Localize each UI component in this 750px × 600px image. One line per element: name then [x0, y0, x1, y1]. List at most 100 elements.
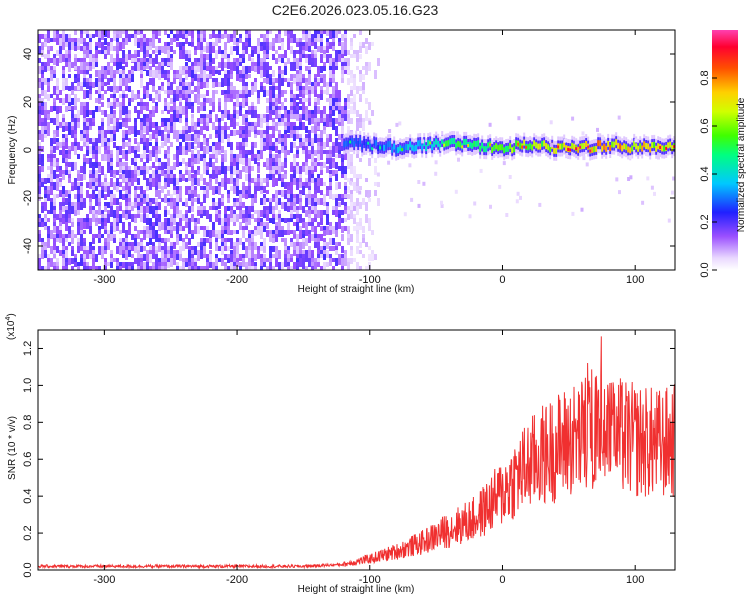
spectrogram-noise-cell: [182, 94, 185, 100]
spectrogram-noise-cell: [62, 122, 65, 126]
spectrogram-noise-cell: [164, 138, 167, 146]
spectrogram-noise-cell: [269, 250, 272, 257]
spectrogram-noise-cell: [209, 218, 212, 222]
spectrogram-noise-cell: [152, 50, 155, 54]
spectrogram-noise-cell: [275, 162, 278, 167]
spectrogram-noise-cell: [65, 62, 68, 67]
spectrogram-noise-cell: [140, 254, 143, 259]
spectrogram-noise-cell: [77, 174, 80, 181]
spectrogram-noise-cell: [107, 130, 110, 134]
spectrogram-noise-cell: [83, 42, 86, 48]
spectrogram-noise-cell: [140, 170, 143, 175]
spectrogram-noise-cell: [293, 166, 296, 173]
spectrogram-signal-core: [397, 147, 400, 153]
spectrogram-noise-cell: [200, 106, 203, 111]
spectrogram-noise-cell: [332, 42, 335, 47]
spectrogram-signal-core: [647, 143, 650, 150]
spectrogram-noise-cell: [359, 86, 362, 91]
spectrogram-noise-cell: [197, 266, 200, 270]
spectrogram-noise-cell: [101, 94, 104, 100]
spectrogram-noise-cell: [320, 94, 323, 100]
spectrogram-noise-cell: [74, 138, 77, 142]
spectrogram-noise-cell: [167, 226, 170, 233]
spectrogram-noise-cell: [203, 118, 206, 122]
spectrogram-noise-cell: [44, 242, 47, 247]
spectrogram-noise-cell: [170, 166, 173, 172]
spectrogram-noise-cell: [122, 246, 125, 253]
spectrogram-noise-cell: [197, 166, 200, 170]
spectrogram-noise-cell: [170, 106, 173, 112]
spectrogram-noise-cell: [74, 42, 77, 48]
spectrogram-noise-cell: [284, 114, 287, 120]
spectrogram-noise-cell: [176, 94, 179, 101]
spectrogram-noise-cell: [125, 182, 128, 191]
spectrogram-noise-cell: [245, 134, 248, 139]
spectrogram-noise-cell: [104, 242, 107, 249]
spectrogram-noise-cell: [362, 66, 365, 70]
spectrogram-noise-cell: [263, 50, 266, 54]
spectrogram-noise-cell: [218, 82, 221, 87]
spectrogram-noise-cell: [191, 158, 194, 164]
spectrogram-noise-cell: [86, 110, 89, 117]
spectrogram-noise-cell: [251, 214, 254, 219]
spectrogram-noise-cell: [149, 118, 152, 124]
spectrogram-noise-cell: [260, 198, 263, 205]
spectrogram-noise-cell: [266, 182, 269, 187]
spectrogram-noise-cell: [326, 46, 329, 53]
spectrogram-noise-cell: [290, 62, 293, 71]
spectrogram-noise-cell: [317, 70, 320, 77]
spectrogram-noise-cell: [278, 158, 281, 164]
spectrogram-noise-cell: [374, 166, 377, 175]
spectrogram-noise-cell: [287, 134, 290, 138]
spectrogram-noise-cell: [203, 266, 206, 270]
spectrogram-noise-cell: [116, 50, 119, 56]
spectrogram-noise-cell: [227, 238, 230, 242]
spectrogram-noise-cell: [101, 66, 104, 75]
spectrogram-noise-cell: [209, 134, 212, 139]
spectrogram-noise-cell: [305, 166, 308, 175]
spectrogram-noise-cell: [182, 50, 185, 56]
spectrogram-noise-cell: [164, 238, 167, 243]
spectrogram-signal-core: [623, 143, 626, 150]
spectrogram-noise-cell: [224, 90, 227, 94]
spectrogram-noise-cell: [356, 246, 359, 254]
spectrogram-noise-cell: [194, 266, 197, 270]
spectrogram-noise-cell: [164, 182, 167, 189]
spectrogram-noise-cell: [167, 90, 170, 96]
spectrogram-noise-cell: [155, 154, 158, 162]
spectrogram-noise-cell: [116, 122, 119, 127]
spectrogram-noise-cell: [248, 206, 251, 212]
spectrogram-noise-cell: [104, 202, 107, 206]
spectrogram-noise-cell: [329, 262, 332, 266]
spectrogram-noise-cell: [143, 194, 146, 201]
spectrogram-noise-cell: [278, 226, 281, 232]
spectrogram-noise-cell: [194, 246, 197, 255]
spectrogram-noise-cell: [140, 34, 143, 41]
spectrogram-noise-cell: [341, 118, 344, 127]
spectrogram-noise-cell: [179, 114, 182, 120]
spectrogram-noise-cell: [179, 198, 182, 202]
spectrogram-noise-cell: [152, 62, 155, 67]
spectrogram-noise-cell: [200, 130, 203, 135]
spectrogram-noise-cell: [149, 254, 152, 263]
spectrogram-noise-cell: [359, 202, 362, 209]
spectrogram-noise-cell: [263, 62, 266, 71]
spectrogram-noise-cell: [116, 118, 119, 123]
spectrogram-noise-cell: [119, 30, 122, 38]
spectrogram-noise-cell: [98, 266, 101, 270]
spectrogram-noise-cell: [149, 238, 152, 245]
spectrogram-noise-cell: [329, 238, 332, 245]
spectrogram-noise-cell: [296, 50, 299, 54]
spectrogram-noise-cell: [167, 198, 170, 205]
spectrogram-noise-cell: [350, 246, 353, 252]
spectrogram-noise-cell: [266, 206, 269, 210]
spectrogram-noise-cell: [230, 46, 233, 55]
spectrogram-noise-cell: [89, 250, 92, 254]
spectrogram-noise-cell: [86, 150, 89, 156]
spectrogram-noise-cell: [59, 178, 62, 185]
spectrogram-noise-cell: [332, 122, 335, 130]
spectrogram-noise-cell: [332, 98, 335, 107]
spectrogram-noise-cell: [305, 254, 308, 262]
spectrogram-noise-cell: [377, 198, 380, 206]
spectrogram-noise-cell: [209, 214, 212, 220]
